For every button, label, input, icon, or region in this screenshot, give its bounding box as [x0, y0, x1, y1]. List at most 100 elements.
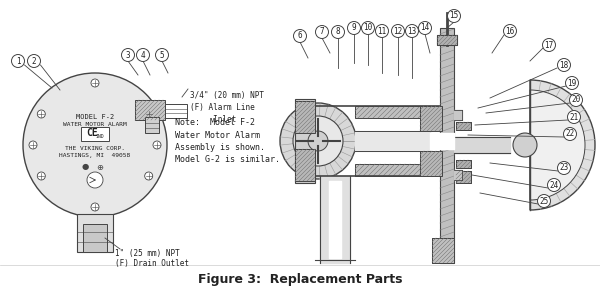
Circle shape [37, 110, 46, 118]
Circle shape [542, 38, 556, 52]
Circle shape [568, 110, 581, 124]
Circle shape [145, 110, 152, 118]
Text: 22: 22 [565, 130, 575, 139]
Circle shape [91, 203, 99, 211]
Text: 3/4" (20 mm) NPT
(F) Alarm Line
     Inlet: 3/4" (20 mm) NPT (F) Alarm Line Inlet [190, 91, 264, 124]
Text: IND: IND [95, 134, 104, 139]
Circle shape [448, 9, 461, 23]
Bar [440, 28, 454, 263]
Text: 17: 17 [544, 40, 554, 50]
Bar [135, 100, 165, 120]
Text: 5: 5 [160, 50, 164, 59]
Text: 25: 25 [539, 197, 548, 205]
Text: 6: 6 [298, 32, 302, 40]
Text: HASTINGS, MI  49058: HASTINGS, MI 49058 [59, 154, 131, 159]
Text: THE VIKING CORP.: THE VIKING CORP. [65, 146, 125, 151]
Circle shape [11, 54, 25, 67]
Text: Note:  Model F-2
Water Motor Alarm
Assembly is shown.
Model G-2 is similar.: Note: Model F-2 Water Motor Alarm Assemb… [175, 118, 280, 164]
Text: 18: 18 [559, 60, 569, 69]
Bar [355, 164, 430, 176]
Circle shape [376, 25, 389, 38]
Circle shape [121, 49, 134, 62]
Bar [83, 224, 107, 252]
Circle shape [569, 93, 583, 106]
Circle shape [23, 73, 167, 217]
Text: 23: 23 [559, 163, 569, 173]
Bar [456, 122, 471, 130]
Text: 11: 11 [377, 26, 386, 35]
Bar [145, 117, 159, 133]
Bar [456, 160, 471, 168]
Bar [437, 35, 457, 45]
Text: 19: 19 [568, 79, 577, 88]
Circle shape [347, 21, 361, 35]
Bar [437, 35, 457, 45]
Text: CE: CE [86, 128, 98, 138]
Circle shape [29, 141, 37, 149]
Bar [77, 214, 113, 252]
Circle shape [137, 49, 149, 62]
Text: 1" (25 mm) NPT
(F) Drain Outlet: 1" (25 mm) NPT (F) Drain Outlet [115, 249, 189, 268]
Circle shape [91, 79, 99, 87]
Circle shape [293, 30, 307, 42]
Text: 21: 21 [569, 113, 578, 122]
Circle shape [28, 54, 41, 67]
Circle shape [155, 49, 169, 62]
Text: 24: 24 [550, 180, 559, 190]
Bar [420, 151, 442, 176]
Text: ●: ● [82, 163, 89, 171]
Bar [165, 104, 187, 118]
Circle shape [503, 25, 517, 38]
Circle shape [406, 25, 419, 38]
Circle shape [548, 178, 560, 192]
Circle shape [392, 25, 404, 38]
Circle shape [145, 172, 152, 180]
Text: 10: 10 [364, 23, 373, 33]
Text: 12: 12 [394, 26, 403, 35]
Circle shape [280, 103, 356, 179]
Circle shape [316, 25, 329, 38]
Text: Figure 3:  Replacement Parts: Figure 3: Replacement Parts [198, 272, 402, 285]
Bar [456, 171, 471, 183]
Text: 14: 14 [421, 23, 430, 33]
Circle shape [513, 133, 537, 157]
Bar [295, 101, 315, 133]
Circle shape [153, 141, 161, 149]
Circle shape [361, 21, 374, 35]
Circle shape [331, 25, 344, 38]
Circle shape [37, 172, 46, 180]
Bar [432, 238, 454, 263]
Bar [81, 127, 109, 141]
Text: 7: 7 [320, 28, 325, 37]
Wedge shape [530, 80, 595, 210]
Text: 4: 4 [140, 50, 145, 59]
Text: 2: 2 [32, 57, 37, 66]
Text: 3: 3 [125, 50, 130, 59]
Circle shape [566, 76, 578, 89]
Text: 15: 15 [449, 11, 458, 21]
Circle shape [563, 127, 577, 141]
Circle shape [557, 59, 571, 71]
Wedge shape [530, 90, 585, 200]
Circle shape [419, 21, 431, 35]
Text: 8: 8 [335, 28, 340, 37]
Text: MODEL F-2: MODEL F-2 [76, 114, 114, 120]
Bar [456, 122, 471, 130]
Circle shape [87, 172, 103, 188]
Text: 13: 13 [407, 26, 416, 35]
Circle shape [308, 131, 328, 151]
Text: 20: 20 [571, 96, 581, 105]
Text: 1: 1 [16, 57, 20, 66]
Bar [295, 149, 315, 181]
Bar [456, 160, 471, 168]
Bar [456, 171, 471, 183]
Bar [420, 106, 442, 131]
Text: 16: 16 [505, 26, 515, 35]
Circle shape [538, 195, 551, 207]
Bar [295, 99, 315, 183]
Bar [432, 238, 454, 263]
Bar [355, 106, 430, 118]
Text: ⊕: ⊕ [97, 163, 104, 171]
Circle shape [557, 161, 571, 175]
Circle shape [293, 116, 343, 166]
